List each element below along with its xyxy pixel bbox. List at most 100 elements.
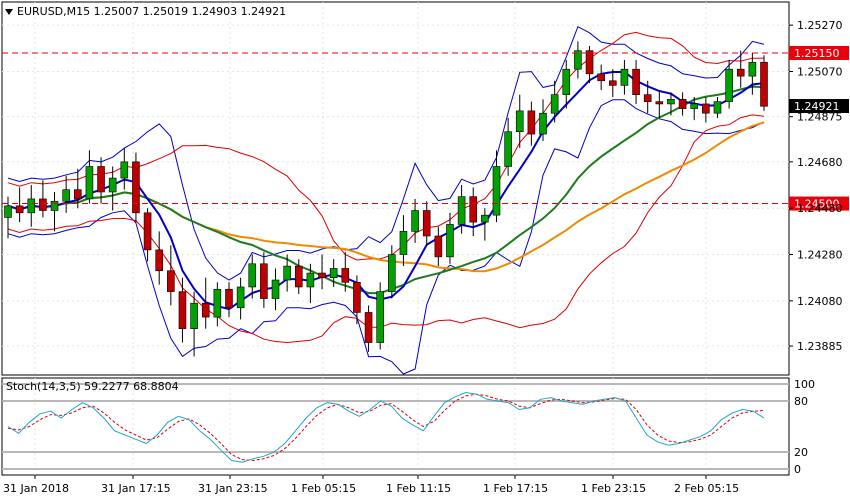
candle-body (329, 268, 338, 278)
oscillator-title: Stoch(14,3,5) 59.2277 68.8804 (6, 380, 179, 393)
candle-body (376, 291, 384, 343)
x-tick-label: 2 Feb 05:15 (674, 482, 739, 495)
candle-body (527, 110, 536, 135)
dropdown-triangle-icon (5, 9, 13, 15)
candle-body (50, 200, 59, 211)
candle-body (469, 196, 478, 223)
candle-body (736, 68, 745, 77)
level-tag-label: 1.24500 (794, 198, 840, 211)
y-tick-label: 1.24875 (797, 111, 843, 124)
x-tick-label: 31 Jan 2018 (3, 482, 69, 495)
x-tick-label: 1 Feb 11:15 (386, 482, 451, 495)
candle-body (585, 50, 594, 75)
candle-body (504, 131, 512, 167)
candle-body (73, 189, 82, 200)
candle-body (550, 94, 559, 114)
candle-body (725, 68, 733, 102)
y-tick-label: 1.24080 (797, 295, 843, 308)
level-tag (789, 196, 849, 211)
oscillator-y-tick-label: 80 (794, 395, 808, 408)
candle-body (562, 68, 571, 95)
x-tick-label: 1 Feb 05:15 (291, 482, 356, 495)
candle-body (364, 312, 373, 343)
candle-body (155, 249, 163, 272)
candle-body (201, 302, 210, 318)
candle-body (225, 288, 233, 309)
candle-body (143, 212, 152, 251)
y-tick-label: 1.24280 (797, 249, 843, 262)
candle-body (702, 103, 710, 114)
candle-body (178, 291, 187, 329)
candle-body (248, 263, 257, 288)
oscillator-y-tick-label: 0 (794, 463, 801, 476)
candle-body (271, 279, 280, 299)
candle-body (15, 205, 24, 214)
candle-body (27, 198, 36, 214)
candle-body (97, 166, 105, 193)
candle-body (236, 286, 245, 309)
y-tick-label: 1.25070 (797, 66, 843, 79)
candle-body (39, 198, 47, 211)
candle-body (167, 270, 175, 292)
x-tick-label: 1 Feb 17:15 (483, 482, 548, 495)
candle-body (411, 210, 419, 232)
y-tick-label: 1.23885 (797, 340, 843, 353)
candle-body (748, 61, 757, 77)
x-tick-label: 31 Jan 17:15 (101, 482, 171, 495)
x-tick-label: 31 Jan 23:15 (198, 482, 268, 495)
y-tick-label: 1.25270 (797, 19, 843, 32)
candle-body (760, 61, 768, 107)
candle-body (632, 68, 640, 95)
candle-body (132, 161, 140, 214)
candle-body (539, 112, 547, 135)
candle-body (294, 265, 303, 288)
candle-body (213, 288, 222, 318)
level-tag (789, 45, 849, 60)
oscillator-y-tick-label: 100 (794, 378, 815, 391)
candle-body (306, 272, 315, 288)
band-outer-lower-line (7, 99, 765, 375)
candle-body (62, 189, 70, 202)
x-tick-label: 1 Feb 23:15 (581, 482, 646, 495)
candle-body (434, 235, 443, 258)
oscillator-y-tick-label: 20 (794, 446, 808, 459)
band-outer-upper-line (7, 25, 765, 281)
candle-body (597, 73, 605, 82)
price-tag (789, 99, 849, 114)
candle-body (4, 205, 12, 218)
candle-body (120, 161, 129, 179)
y-tick-label: 1.24680 (797, 156, 843, 169)
band-inner-lower-line (7, 114, 765, 344)
candle-body (260, 263, 268, 299)
candle-body (388, 254, 396, 292)
candle-body (85, 166, 94, 200)
chart-header-title: EURUSD,M15 1.25007 1.25019 1.24903 1.249… (17, 5, 286, 18)
y-tick-label: 1.24480 (797, 202, 843, 215)
candle-body (515, 110, 524, 133)
candle-body (678, 99, 687, 109)
stochastic-main-line (7, 391, 765, 463)
candle-body (643, 94, 652, 102)
candle-body (457, 196, 466, 225)
candle-body (667, 99, 675, 105)
candle-body (609, 80, 617, 86)
candle-body (655, 101, 664, 105)
candle-body (341, 268, 350, 283)
stochastic-signal-line (7, 393, 765, 462)
candle-body (353, 282, 361, 313)
candle-body (422, 210, 431, 237)
level-tag-label: 1.25150 (794, 47, 840, 60)
candle-body (399, 231, 408, 255)
candle-body (481, 214, 489, 223)
candle-body (108, 177, 117, 193)
candle-body (283, 265, 291, 281)
candle-body (190, 302, 198, 329)
candle-body (318, 272, 326, 278)
candle-body (446, 224, 454, 258)
price-tag-label: 1.24921 (794, 100, 840, 113)
candle-body (620, 68, 629, 86)
candle-body (492, 166, 501, 216)
candle-body (574, 50, 582, 70)
